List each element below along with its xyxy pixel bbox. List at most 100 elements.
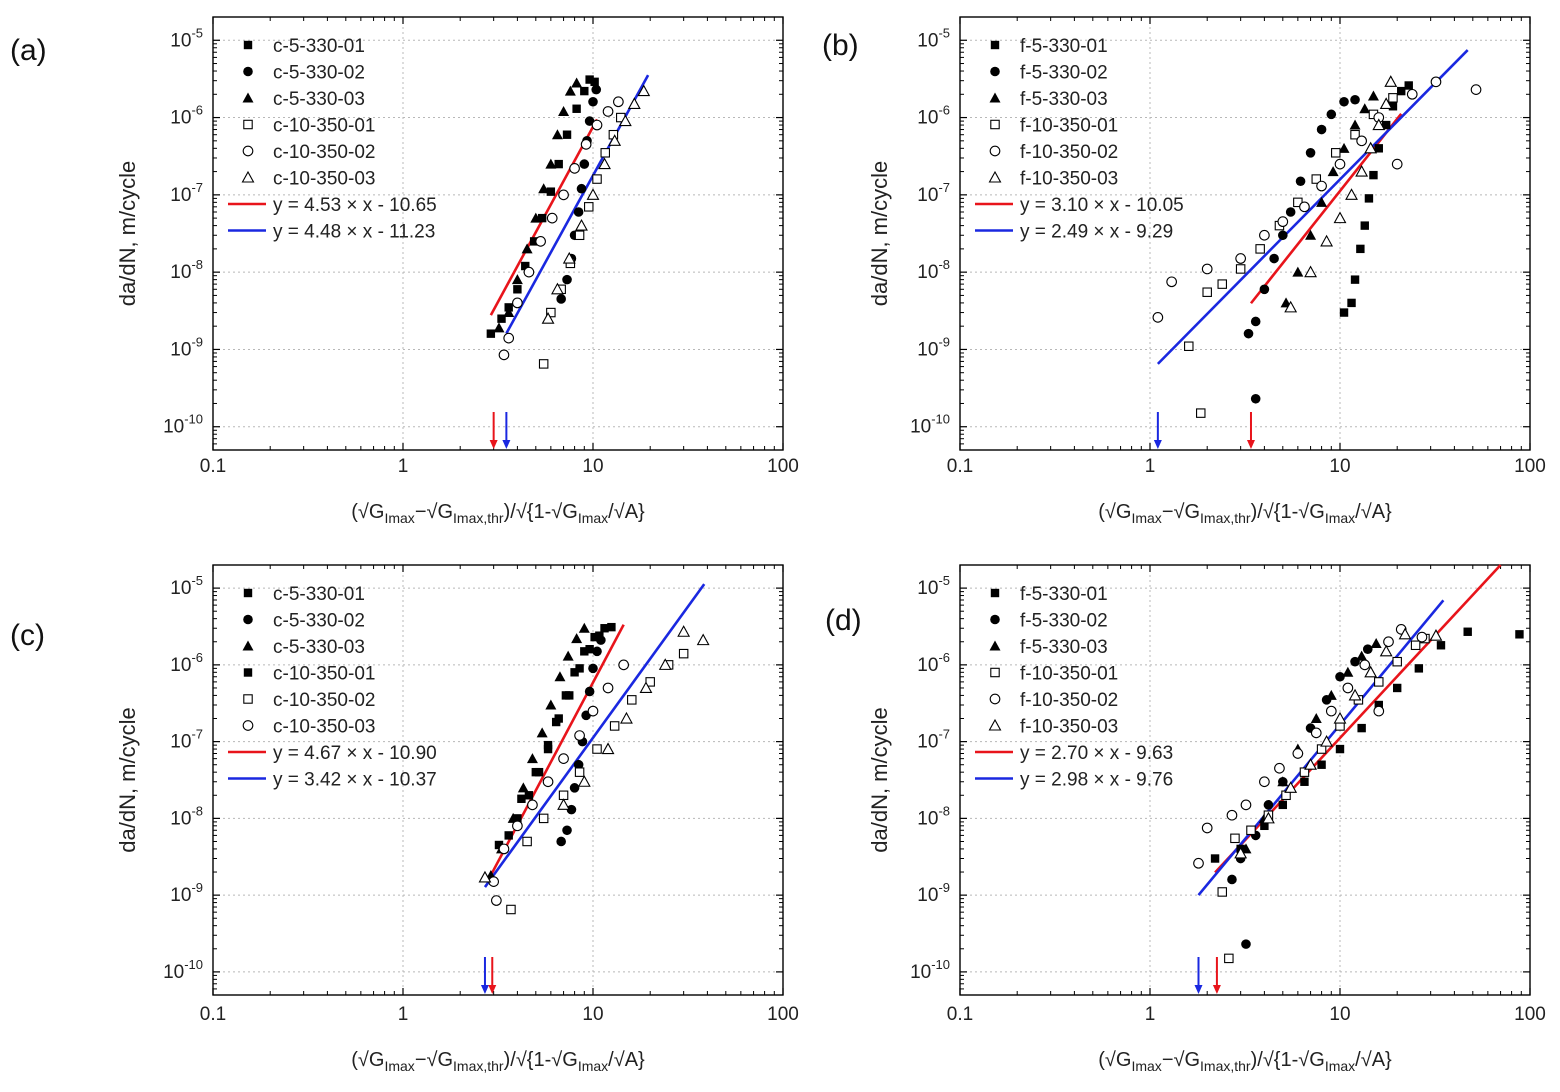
legend-label: f-10-350-02 [1020,142,1118,163]
legend-entry: f-5-330-01 [990,36,1108,57]
x-axis-label-part: /√A} [1355,501,1392,523]
data-point [627,97,641,109]
data-point [1277,216,1289,228]
data-point [486,329,496,338]
legend-fit-label: y = 3.10 × x - 10.05 [1020,195,1184,216]
data-point [512,297,523,309]
x-tick-label: 100 [1514,1004,1546,1025]
y-axis-label: da/dN, m/cycle [867,161,892,307]
data-point [580,139,592,150]
data-point [521,261,530,271]
data-point [545,158,557,169]
data-point [1392,656,1402,667]
data-point [521,243,533,254]
x-tick-label: 1 [398,1004,409,1025]
data-point [1325,689,1337,700]
fit-line-2 [505,74,650,335]
data-point [1304,265,1317,278]
y-tick-label: 10-8 [917,803,950,829]
data-point [1335,744,1345,754]
legend-fit-label: y = 4.67 × x - 10.90 [273,743,437,764]
data-point [1374,700,1383,710]
legend-label: c-10-350-02 [273,142,375,163]
x-tick-label: 1 [1145,456,1156,477]
y-axis-label: da/dN, m/cycle [867,707,892,853]
data-point [1310,727,1322,739]
arrow-head [1212,985,1221,994]
data-point [1217,887,1227,897]
legend-entry: c-10-350-02 [243,690,375,711]
legend-marker [990,614,1000,625]
data-point [1316,124,1327,135]
fit-line-2 [483,583,706,888]
x-axis-label-subscript: Imax [384,1058,414,1074]
y-tick-label-base: 10 [910,962,931,983]
x-axis-label-part: −√G [415,1049,453,1071]
data-point [639,681,653,694]
data-point [579,159,590,169]
data-point [1299,201,1310,213]
legend-entry: c-10-350-03 [242,717,375,738]
data-point [591,84,602,95]
data-point [543,740,553,750]
legend-marker [990,667,1000,678]
data-point [538,359,549,369]
data-point [1304,758,1317,770]
y-tick-label-base: 10 [917,262,938,283]
data-point [517,782,529,793]
legend-marker [989,145,1001,157]
data-point [571,77,583,88]
y-tick-label-exponent: -8 [191,257,203,272]
legend-label: f-5-330-03 [1020,637,1108,658]
y-tick-label: 10-10 [163,412,203,438]
plot-frame [959,564,1531,996]
data-point [530,212,542,223]
y-tick-label-exponent: -10 [184,957,203,972]
data-point [590,77,599,87]
legend-entry: c-5-330-01 [243,584,365,605]
series-c-5-330-02 [556,635,606,847]
x-tick-label: 100 [767,1004,799,1025]
legend-entry: c-10-350-02 [242,142,375,163]
x-tick-label: 0.1 [200,1004,226,1025]
legend-entry: c-5-330-02 [243,611,365,632]
data-point [607,622,616,632]
x-axis-label-subscript: Imax [1131,1058,1161,1074]
legend-entry-fit: y = 3.10 × x - 10.05 [975,195,1184,216]
data-point [600,624,609,633]
y-tick-label-base: 10 [917,108,938,129]
y-tick-label: 10-8 [170,257,203,283]
threshold-arrow [480,957,489,994]
data-point [1331,148,1341,158]
data-point [1388,102,1398,111]
y-tick-label: 10-5 [170,573,203,599]
data-point [1374,144,1383,153]
data-point [1305,229,1317,240]
data-point [1370,637,1382,648]
data-point [494,840,504,850]
data-point [578,622,590,633]
x-axis-label-part: (√G [351,501,384,523]
data-point [608,134,622,146]
y-tick-label: 10-9 [170,880,203,906]
arrow-head [1153,440,1162,449]
data-point [1274,762,1285,774]
data-point [1463,627,1472,636]
data-point [1278,230,1288,241]
data-point [618,659,630,671]
data-point [1259,229,1270,241]
fit-line-2 [1156,49,1469,365]
data-point [1414,664,1424,673]
data-point [1316,180,1327,192]
legend-marker [243,119,253,130]
series-c-10-350-01 [517,631,604,803]
data-point [1383,636,1394,648]
legend-entry: f-10-350-02 [989,690,1118,711]
data-point [1391,158,1403,170]
legend-marker [989,92,1001,103]
series-c-10-350-01 [538,112,626,369]
y-tick-label-base: 10 [170,885,191,906]
legend-label: c-10-350-03 [273,717,375,738]
data-point [1250,393,1261,404]
